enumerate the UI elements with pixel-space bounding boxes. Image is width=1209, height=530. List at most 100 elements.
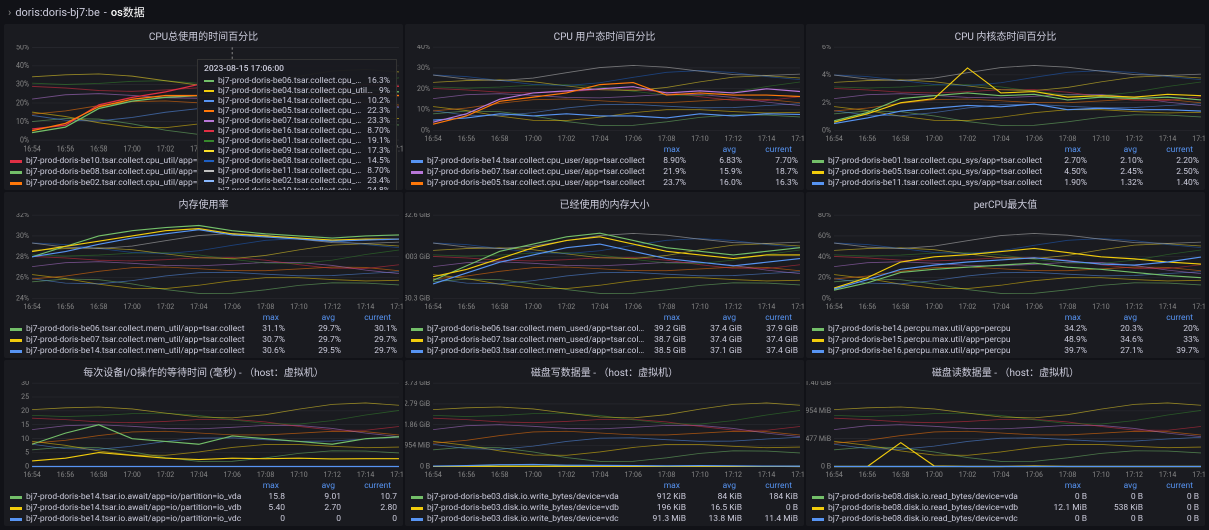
svg-text:17:14: 17:14 <box>1159 470 1176 479</box>
svg-text:17:02: 17:02 <box>959 302 976 311</box>
legend-header-col[interactable]: avg <box>700 313 736 323</box>
chart-panel[interactable]: 磁盘写数据量 - （host：虚拟机）0 B954 MiB1.86 GiB2.7… <box>405 360 804 526</box>
legend-item[interactable]: bj7-prod-doris-be03.tsar.collect.mem_use… <box>411 346 798 356</box>
chart-panel[interactable]: 每次设备I/O操作的等待时间 (毫秒) - （host：虚拟机）05101520… <box>4 360 403 526</box>
legend-header-col[interactable]: avg <box>700 481 736 491</box>
chart-area[interactable]: 0 B477 MiB954 MiB1.40 GiB16:5416:5616:58… <box>806 381 1205 479</box>
legend-swatch <box>812 507 824 510</box>
legend-item[interactable]: bj7-prod-doris-be14.tsar.collect.cpu_use… <box>411 156 798 166</box>
chart-area[interactable]: 05101520253016:5416:5616:5817:0017:0217:… <box>4 381 403 479</box>
svg-text:5: 5 <box>25 448 29 457</box>
svg-text:16:54: 16:54 <box>23 470 40 479</box>
legend-header-col[interactable]: current <box>355 313 391 323</box>
legend-header-col[interactable]: max <box>644 481 680 491</box>
legend-item[interactable]: bj7-prod-doris-be07.tsar.collect.cpu_use… <box>411 167 798 177</box>
legend-item[interactable]: bj7-prod-doris-be14.tsar.io.await/app=io… <box>10 514 397 524</box>
legend-header-col[interactable]: max <box>1045 313 1081 323</box>
svg-text:17:04: 17:04 <box>591 470 608 479</box>
svg-text:17:08: 17:08 <box>1059 134 1076 143</box>
legend-item[interactable]: bj7-prod-doris-be01.tsar.collect.cpu_sys… <box>812 156 1199 166</box>
chart-area[interactable]: 30.3 GiB31.450000000000003 GiB32.6 GiB16… <box>405 213 804 311</box>
svg-text:40%: 40% <box>818 252 831 261</box>
legend-swatch <box>411 339 423 342</box>
legend-header-col[interactable]: avg <box>299 313 335 323</box>
panel-title: perCPU最大值 <box>806 192 1205 213</box>
legend-header-col[interactable]: current <box>1157 481 1193 491</box>
svg-text:50%: 50% <box>16 45 29 52</box>
chart-panel[interactable]: CPU 用户态时间百分比0%10%20%30%40%16:5416:5616:5… <box>405 24 804 190</box>
svg-text:17:06: 17:06 <box>1025 470 1042 479</box>
chart-panel[interactable]: perCPU最大值0%20%40%60%80%16:5416:5616:5817… <box>806 192 1205 358</box>
legend-header-col[interactable]: max <box>644 145 680 155</box>
legend-item[interactable]: bj7-prod-doris-be03.disk.io.write_bytes/… <box>411 492 798 502</box>
legend-item[interactable]: bj7-prod-doris-be15.percpu.max.util/app=… <box>812 335 1199 345</box>
legend-header-col[interactable]: current <box>1157 313 1193 323</box>
svg-text:17:04: 17:04 <box>591 302 608 311</box>
svg-text:17:00: 17:00 <box>524 470 541 479</box>
legend-header-col[interactable]: avg <box>299 481 335 491</box>
legend-item[interactable]: bj7-prod-doris-be06.tsar.collect.mem_use… <box>411 324 798 334</box>
svg-text:20%: 20% <box>16 98 29 108</box>
chart-panel[interactable]: 内存使用率24%26%28%30%32%16:5416:5616:5817:00… <box>4 192 403 358</box>
svg-text:2%: 2% <box>822 98 831 107</box>
chart-area[interactable]: 0 B954 MiB1.86 GiB2.79 GiB3.73 GiB16:541… <box>405 381 804 479</box>
svg-text:16:58: 16:58 <box>491 302 508 311</box>
chart-area[interactable]: 0%20%40%60%80%16:5416:5616:5817:0017:021… <box>806 213 1205 311</box>
legend-header-col[interactable]: current <box>1157 145 1193 155</box>
svg-text:0%: 0% <box>20 135 29 145</box>
chart-area[interactable]: 0%2%4%6%16:5416:5616:5817:0017:0217:0417… <box>806 45 1205 143</box>
legend-item[interactable]: bj7-prod-doris-be08.disk.io.read_bytes/d… <box>812 514 1199 524</box>
chart-panel[interactable]: 已经使用的内存大小30.3 GiB31.450000000000003 GiB3… <box>405 192 804 358</box>
legend-header-col[interactable]: max <box>1045 145 1081 155</box>
legend-swatch <box>10 496 22 499</box>
legend-item[interactable]: bj7-prod-doris-be14.tsar.collect.mem_uti… <box>10 346 397 356</box>
svg-text:17:00: 17:00 <box>123 470 140 479</box>
legend-header-col[interactable]: current <box>756 481 792 491</box>
chart-panel[interactable]: 磁盘读数据量 - （host：虚拟机）0 B477 MiB954 MiB1.40… <box>806 360 1205 526</box>
chevron-icon: › <box>8 6 11 19</box>
chart-panel[interactable]: CPU 内核态时间百分比0%2%4%6%16:5416:5616:5817:00… <box>806 24 1205 190</box>
svg-text:16:54: 16:54 <box>23 302 40 311</box>
chart-area[interactable]: 0%10%20%30%40%50%16:5416:5616:5817:0017:… <box>4 45 403 154</box>
legend-swatch <box>411 496 423 499</box>
legend-item[interactable]: bj7-prod-doris-be06.tsar.collect.mem_uti… <box>10 324 397 334</box>
legend-header-col[interactable]: avg <box>1101 481 1137 491</box>
svg-text:4%: 4% <box>822 70 831 79</box>
legend-swatch <box>812 160 824 163</box>
legend-header-col[interactable]: max <box>243 313 279 323</box>
chart-panel[interactable]: CPU总使用的时间百分比0%10%20%30%40%50%16:5416:561… <box>4 24 403 190</box>
chart-area[interactable]: 24%26%28%30%32%16:5416:5616:5817:0017:02… <box>4 213 403 311</box>
legend-item[interactable]: bj7-prod-doris-be07.tsar.collect.mem_use… <box>411 335 798 345</box>
legend: max avg currentbj7-prod-doris-be14.percpu.… <box>806 311 1205 358</box>
legend-item[interactable]: bj7-prod-doris-be16.percpu.max.util/app=… <box>812 346 1199 356</box>
legend-header-col[interactable]: current <box>355 481 391 491</box>
legend-header-col[interactable]: max <box>1045 481 1081 491</box>
svg-text:16:56: 16:56 <box>458 470 475 479</box>
chart-area[interactable]: 0%10%20%30%40%16:5416:5616:5817:0017:021… <box>405 45 804 143</box>
legend-item[interactable]: bj7-prod-doris-be14.percpu.max.util/app=… <box>812 324 1199 334</box>
legend-label: bj7-prod-doris-be08.disk.io.read_bytes/d… <box>828 514 1047 524</box>
legend-header-col[interactable]: avg <box>1101 313 1137 323</box>
svg-text:17:08: 17:08 <box>658 470 675 479</box>
legend-label: bj7-prod-doris-be15.percpu.max.util/app=… <box>828 335 1047 345</box>
legend: max avg currentbj7-prod-doris-be14.tsar.co… <box>405 143 804 190</box>
svg-text:17:16: 17:16 <box>1192 470 1205 479</box>
legend-header-col[interactable]: current <box>756 313 792 323</box>
legend-item[interactable]: bj7-prod-doris-be14.tsar.io.await/app=io… <box>10 492 397 502</box>
legend-header-col[interactable]: avg <box>1101 145 1137 155</box>
svg-text:17:10: 17:10 <box>1092 302 1109 311</box>
legend-item[interactable]: bj7-prod-doris-be05.tsar.collect.cpu_use… <box>411 178 798 188</box>
legend-header-col[interactable]: max <box>243 481 279 491</box>
svg-text:1.40 GiB: 1.40 GiB <box>806 381 832 387</box>
legend-item[interactable]: bj7-prod-doris-be11.tsar.collect.cpu_sys… <box>812 178 1199 188</box>
legend-header: max avg current <box>812 145 1199 155</box>
legend-item[interactable]: bj7-prod-doris-be03.disk.io.write_bytes/… <box>411 514 798 524</box>
legend-item[interactable]: bj7-prod-doris-be08.disk.io.read_bytes/d… <box>812 492 1199 502</box>
legend-header-col[interactable]: max <box>644 313 680 323</box>
legend-item[interactable]: bj7-prod-doris-be05.tsar.collect.cpu_sys… <box>812 167 1199 177</box>
breadcrumb-tab[interactable]: os数据 <box>111 4 145 20</box>
legend-item[interactable]: bj7-prod-doris-be07.tsar.collect.mem_uti… <box>10 335 397 345</box>
breadcrumb-group[interactable]: doris:doris-bj7:be <box>15 6 99 19</box>
legend-header-col[interactable]: current <box>756 145 792 155</box>
legend-header-col[interactable]: avg <box>700 145 736 155</box>
